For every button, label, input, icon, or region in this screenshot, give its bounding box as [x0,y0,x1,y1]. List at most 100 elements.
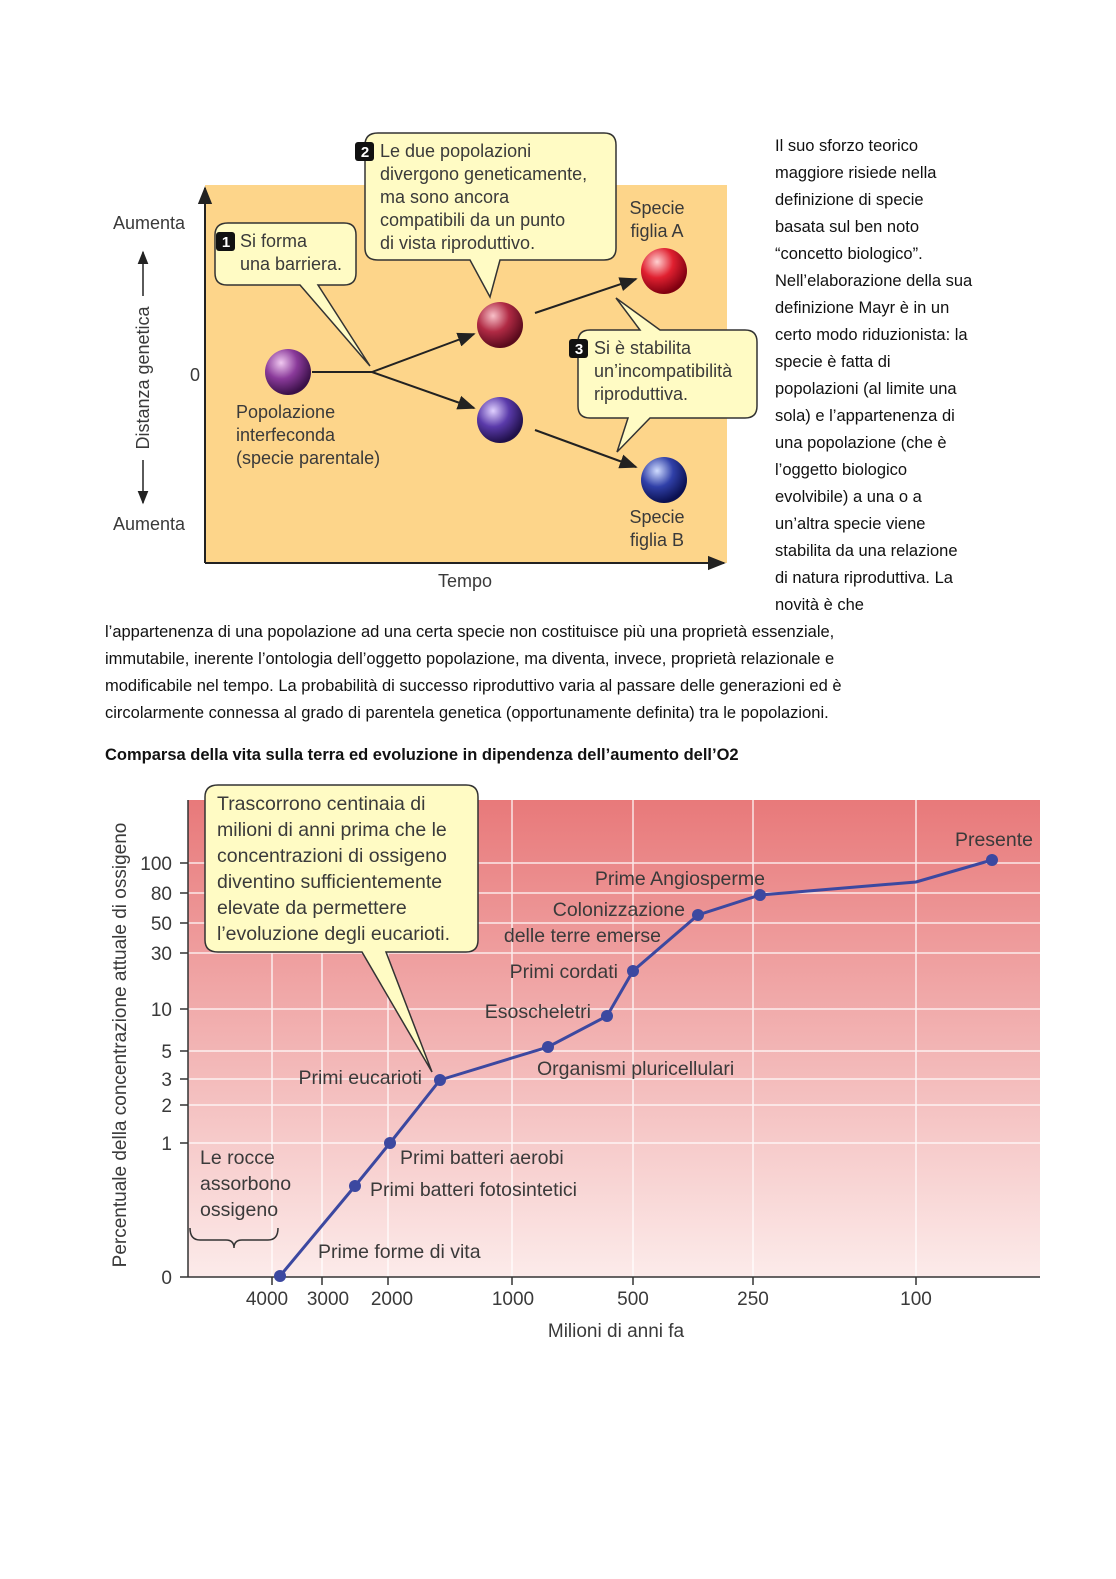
callout-text: divergono geneticamente, [380,164,587,184]
event-label: Primi batteri fotosintetici [370,1179,577,1201]
text-line: un’altra specie viene [775,515,925,533]
bracket [189,1227,279,1249]
text-line: “concetto biologico”. [775,245,923,263]
text-line: evolvibile) a una o a [775,488,923,506]
callout-text: milioni di anni prima che le [217,819,447,841]
label: assorbono [200,1173,291,1195]
axis-title: Milioni di anni fa [548,1321,685,1342]
label: Aumenta [113,213,186,233]
callout-text: Trascorrono centinaia di [217,793,425,815]
callout-text: concentrazioni di ossigeno [217,845,447,867]
event-label: Organismi pluricellulari [537,1058,734,1080]
axis-title: Distanza genetica [133,305,153,449]
text-line: sola) e l’appartenenza di [775,407,955,425]
label: Specie [629,507,684,527]
event-label: Primi cordati [510,961,618,983]
label: (specie parentale) [236,448,380,468]
figure1 [137,132,758,571]
callout-text: Si forma [240,231,308,251]
label: Aumenta [113,514,186,534]
callout-text: Si è stabilita [594,338,692,358]
label: Popolazione [236,402,335,422]
x-tick-label: 500 [617,1289,649,1310]
callout-text: compatibili da un punto [380,210,565,230]
text-line: certo modo riduzionista: la [775,326,968,344]
text-line: circolarmente connessa al grado di paren… [105,704,829,722]
callout [214,222,371,367]
point [542,1041,554,1053]
event-label: Presente [955,829,1033,851]
event-label: Prime forme di vita [318,1241,481,1263]
text-line: stabilita da una relazione [775,542,958,560]
event-label: Prime Angiosperme [595,868,765,890]
label: Le rocce [200,1147,275,1169]
callout-text: riproduttiva. [594,384,688,404]
callout-text: un’incompatibilità [594,361,733,381]
point [384,1137,396,1149]
x-tick-label: 3000 [307,1289,349,1310]
axis-title: Tempo [438,571,492,591]
label: ossigeno [200,1199,278,1221]
x-tick-label: 1000 [492,1289,534,1310]
text-line: basata sul ben noto [775,218,919,236]
callout-text: una barriera. [240,254,342,274]
text-line: una popolazione (che è [775,434,947,452]
point [274,1270,286,1282]
badge [355,142,374,161]
y-tick-label: 80 [151,884,172,905]
label: interfeconda [236,425,336,445]
text-line: specie è fatta di [775,353,891,371]
callout-text: di vista riproduttivo. [380,233,535,253]
event-label: Primi eucarioti [298,1067,422,1089]
population [641,457,687,503]
point [692,909,704,921]
label: figlia B [630,530,684,550]
callout-text: elevate da permettere [217,897,407,919]
callout [204,784,479,1073]
text-line: l’oggetto biologico [775,461,907,479]
x-tick-label: 100 [900,1289,932,1310]
x-tick-label: 250 [737,1289,769,1310]
population [265,349,311,395]
y-tick-label: 10 [151,1000,172,1021]
badge-number: 2 [361,144,369,161]
event-label: delle terre emerse [504,925,661,947]
y-tick-label: 5 [161,1042,172,1063]
badge [569,339,588,358]
population [477,397,523,443]
label: 0 [190,365,200,385]
y-tick-label: 3 [161,1070,172,1091]
event-label: Primi batteri aerobi [400,1147,564,1169]
event-label: Esoscheletri [485,1001,591,1023]
callout-text: l’evoluzione degli eucarioti. [217,923,450,945]
y-tick-label: 2 [161,1096,172,1117]
event-label: Colonizzazione [553,899,685,921]
y-tick-label: 50 [151,914,172,935]
badge-number: 3 [575,341,583,358]
point [434,1074,446,1086]
badge-number: 1 [222,234,230,251]
text-line: definizione di specie [775,191,924,209]
callout-text: Le due popolazioni [380,141,531,161]
point [349,1180,361,1192]
callout-text: ma sono ancora [380,187,510,207]
text-line: di natura riproduttiva. La [775,569,954,587]
point [986,854,998,866]
text-line: definizione Mayr è in un [775,299,949,317]
population [641,248,687,294]
branches [312,277,638,469]
text-line: novità è che [775,596,864,614]
y-tick-label: 0 [161,1268,172,1289]
point [601,1010,613,1022]
point [754,889,766,901]
text-line: Nell’elaborazione della sua [775,272,973,290]
text-line: immutabile, inerente l’ontologia dell’og… [105,650,834,668]
y-tick-label: 30 [151,944,172,965]
y-tick-label: 100 [140,854,172,875]
badge [216,232,235,251]
text-line: maggiore risiede nella [775,164,937,182]
x-tick-label: 4000 [246,1289,288,1310]
callout [364,132,617,300]
label: Specie [629,198,684,218]
